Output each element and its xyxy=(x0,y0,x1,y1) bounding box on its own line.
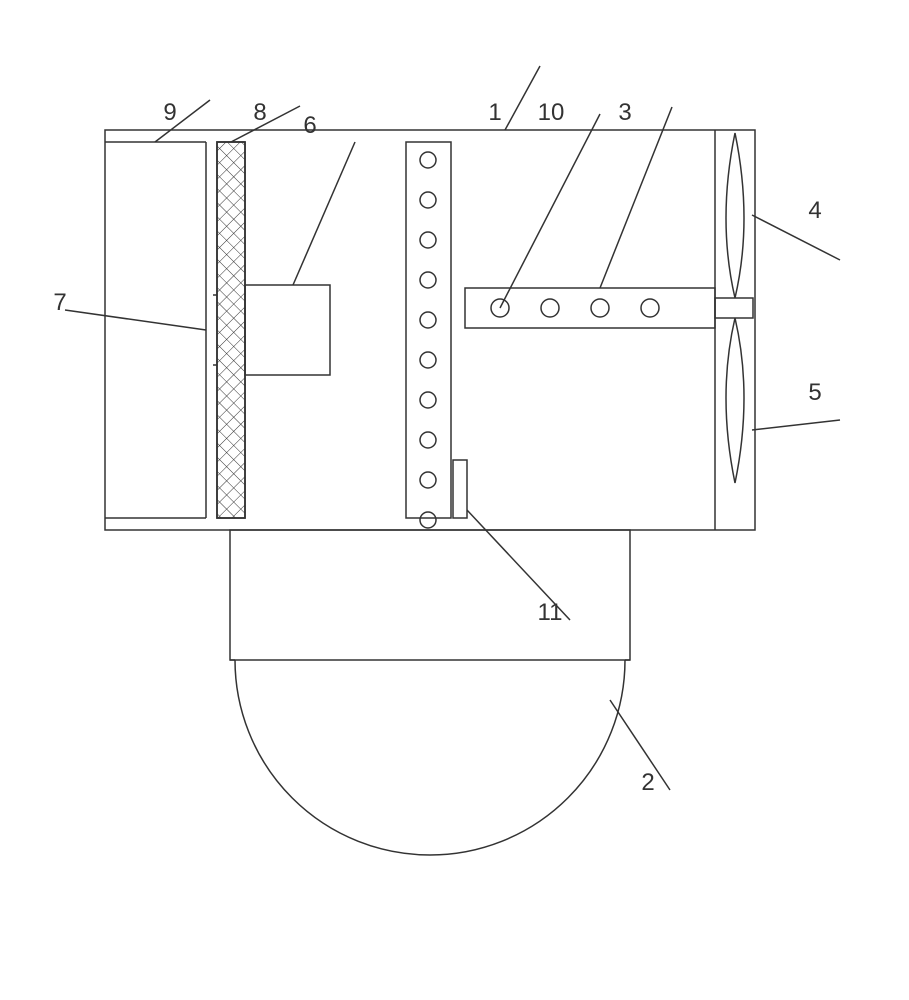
svg-text:3: 3 xyxy=(618,99,631,126)
svg-text:4: 4 xyxy=(808,197,821,224)
svg-text:10: 10 xyxy=(538,99,565,126)
svg-text:6: 6 xyxy=(303,112,316,139)
technical-diagram: 1 2 3 4 5 6 7 8 9 10 11 xyxy=(0,0,909,1000)
svg-text:1: 1 xyxy=(488,99,501,126)
svg-text:7: 7 xyxy=(53,289,66,316)
svg-text:9: 9 xyxy=(163,99,176,126)
svg-text:11: 11 xyxy=(538,599,563,626)
svg-text:2: 2 xyxy=(641,769,654,796)
diagram-container: 1 2 3 4 5 6 7 8 9 10 11 xyxy=(0,0,909,1000)
svg-text:5: 5 xyxy=(808,379,821,406)
svg-text:8: 8 xyxy=(253,99,266,126)
